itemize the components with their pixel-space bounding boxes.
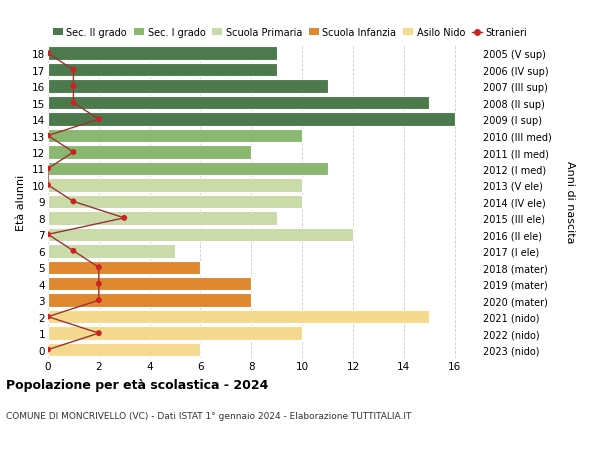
Y-axis label: Anni di nascita: Anni di nascita [565, 161, 575, 243]
Point [94, 280, 104, 288]
Bar [48, 129, 302, 143]
Bar [48, 261, 200, 274]
Bar [48, 327, 302, 340]
Bar [48, 146, 251, 159]
Bar [48, 195, 302, 209]
Text: Popolazione per età scolastica - 2024: Popolazione per età scolastica - 2024 [6, 379, 268, 392]
Point [94, 116, 104, 123]
Bar [48, 80, 328, 94]
Bar [48, 113, 455, 127]
Y-axis label: Età alunni: Età alunni [16, 174, 26, 230]
Bar [48, 179, 302, 192]
Bar [48, 245, 175, 258]
Point [68, 67, 78, 74]
Point [43, 133, 53, 140]
Point [68, 83, 78, 90]
Point [43, 182, 53, 189]
Legend: Sec. II grado, Sec. I grado, Scuola Primaria, Scuola Infanzia, Asilo Nido, Stran: Sec. II grado, Sec. I grado, Scuola Prim… [53, 28, 527, 38]
Point [94, 297, 104, 304]
Point [43, 231, 53, 239]
Point [43, 50, 53, 58]
Point [68, 198, 78, 206]
Point [43, 346, 53, 353]
Bar [48, 47, 277, 61]
Point [43, 313, 53, 321]
Bar [48, 294, 251, 307]
Point [94, 264, 104, 271]
Point [43, 165, 53, 173]
Bar [48, 228, 353, 241]
Bar [48, 310, 429, 324]
Bar [48, 212, 277, 225]
Point [94, 330, 104, 337]
Point [68, 247, 78, 255]
Point [119, 215, 129, 222]
Text: COMUNE DI MONCRIVELLO (VC) - Dati ISTAT 1° gennaio 2024 - Elaborazione TUTTITALI: COMUNE DI MONCRIVELLO (VC) - Dati ISTAT … [6, 411, 412, 420]
Bar [48, 343, 200, 357]
Point [68, 149, 78, 157]
Point [68, 100, 78, 107]
Bar [48, 97, 429, 110]
Bar [48, 162, 328, 176]
Bar [48, 277, 251, 291]
Bar [48, 64, 277, 77]
